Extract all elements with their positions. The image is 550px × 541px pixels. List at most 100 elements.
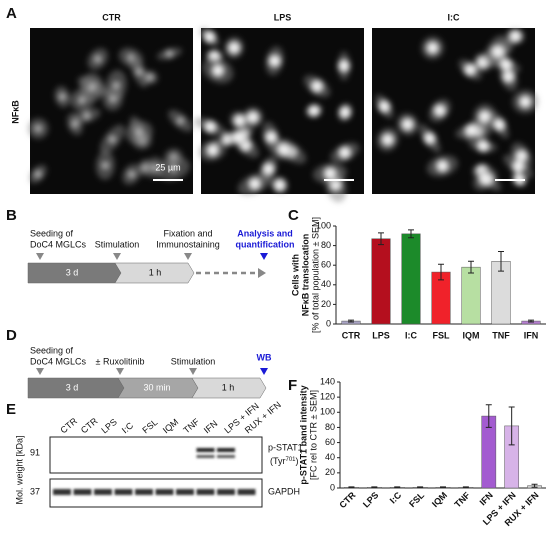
nucleus [273, 179, 286, 192]
panel-label: B [6, 207, 17, 224]
step-marker [36, 368, 44, 375]
timeline-segment [191, 377, 267, 399]
cells [28, 47, 193, 185]
loading-label: GAPDH [268, 486, 300, 496]
nucleus [277, 143, 290, 156]
cells [375, 28, 539, 192]
nucleus [323, 167, 336, 180]
band [114, 489, 133, 495]
lane-label: I:C [120, 420, 136, 435]
lane-label: FSL [140, 417, 159, 435]
nucleus [204, 120, 217, 133]
site-part: (Tyr [270, 456, 286, 466]
nucleus [339, 106, 352, 119]
error-bar [440, 486, 446, 489]
nucleus [492, 45, 505, 58]
nucleus [87, 83, 96, 92]
nucleus [228, 41, 241, 54]
step-label: Seeding of [30, 345, 74, 355]
nucleus [426, 41, 439, 54]
nucleus [512, 160, 525, 173]
nucleus [401, 118, 414, 131]
error-bar [528, 319, 534, 323]
nucleus [108, 95, 117, 104]
nucleus [307, 104, 320, 117]
nucleus [165, 49, 174, 58]
step-marker [260, 253, 268, 260]
band [155, 489, 174, 495]
step-marker [260, 368, 268, 375]
nucleus [433, 104, 446, 117]
nucleus [203, 30, 216, 43]
nucleus [135, 67, 144, 76]
duration: 3 d [66, 267, 79, 277]
x-tick-label: IFN [478, 490, 495, 507]
band [196, 448, 215, 452]
y-axis-label: Cells with [290, 254, 300, 296]
y-axis-label: NFκB translocation [300, 234, 310, 317]
x-tick-label: TNF [453, 490, 473, 510]
y-tick-label: 100 [320, 407, 335, 417]
panel-label: A [6, 5, 17, 22]
nucleus [311, 80, 324, 93]
step-marker [184, 253, 192, 260]
x-tick-label: FSL [433, 330, 451, 340]
panel-label: C [288, 207, 299, 224]
y-tick-label: 100 [316, 220, 331, 230]
duration: 3 d [66, 382, 79, 392]
error-bar [378, 232, 384, 246]
bar [371, 238, 391, 325]
nucleus [381, 133, 394, 146]
site-part: 701 [286, 457, 297, 463]
band [135, 489, 153, 495]
x-tick-label: CTR [342, 330, 361, 340]
nucleus [477, 140, 490, 153]
nucleus [265, 131, 278, 144]
nucleus [127, 170, 136, 179]
y-axis-label: [FC rel to CTR ± SEM] [308, 390, 318, 480]
nucleus [479, 173, 492, 186]
step-label: Seeding of [30, 228, 74, 238]
lane-label: LPS [99, 417, 118, 436]
condition-label: LPS [274, 12, 292, 22]
step-label: WB [257, 352, 272, 362]
duration: 30 min [143, 382, 170, 392]
nucleus [34, 124, 43, 133]
error-bar [468, 260, 474, 274]
nucleus [268, 54, 281, 67]
y-axis-label: p-STAT1 band intensity [298, 385, 308, 484]
y-tick-label: 40 [325, 452, 335, 462]
error-bar [348, 319, 354, 323]
band [73, 489, 92, 495]
axis-label: Mol. weight [kDa] [14, 435, 24, 504]
bar [461, 266, 481, 325]
lane-label: CTR [79, 415, 100, 435]
error-bar [348, 486, 355, 489]
nucleus [519, 95, 532, 108]
band [217, 455, 235, 458]
y-axis-label: [% of total population ± SEM] [310, 217, 320, 333]
step-label: quantification [236, 239, 295, 249]
duration: 1 h [149, 267, 162, 277]
step-label: Stimulation [171, 356, 216, 366]
scale-bar-label: 25 µm [155, 162, 180, 172]
step-label: Immunostaining [156, 239, 220, 249]
panel-label: F [288, 377, 297, 394]
micrograph [28, 28, 193, 194]
nucleus [493, 118, 506, 131]
lane-label: TNF [181, 416, 201, 435]
nucleus [465, 124, 478, 137]
band [217, 448, 235, 452]
error-bar [371, 486, 378, 489]
x-tick-label: I:C [388, 490, 404, 506]
step-marker [36, 253, 44, 260]
nucleus [93, 55, 102, 64]
x-tick-label: IFN [524, 330, 539, 340]
duration: 1 h [222, 382, 235, 392]
band [176, 489, 194, 495]
band [196, 455, 215, 458]
condition-label: I:C [448, 12, 460, 22]
step-label: DoC4 MGLCs [30, 239, 87, 249]
band [237, 489, 256, 495]
